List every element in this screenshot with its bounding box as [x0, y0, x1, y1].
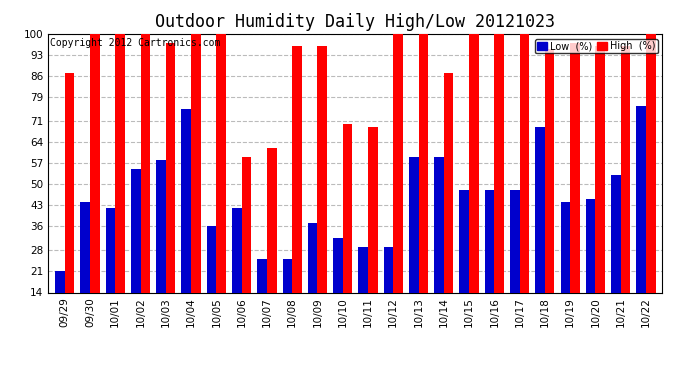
Bar: [207, 226, 217, 334]
Bar: [343, 124, 353, 334]
Text: Copyright 2012 Cartronics.com: Copyright 2012 Cartronics.com: [50, 38, 220, 48]
Bar: [241, 157, 251, 334]
Bar: [217, 34, 226, 334]
Bar: [621, 46, 630, 334]
Bar: [393, 34, 403, 334]
Bar: [292, 46, 302, 334]
Bar: [308, 223, 317, 334]
Bar: [358, 248, 368, 334]
Bar: [636, 106, 646, 334]
Bar: [191, 34, 201, 334]
Bar: [131, 169, 141, 334]
Legend: Low  (%), High  (%): Low (%), High (%): [535, 39, 658, 54]
Bar: [106, 208, 115, 334]
Title: Outdoor Humidity Daily High/Low 20121023: Outdoor Humidity Daily High/Low 20121023: [155, 13, 555, 31]
Bar: [485, 190, 494, 334]
Bar: [257, 260, 267, 334]
Bar: [156, 160, 166, 334]
Bar: [460, 190, 469, 334]
Bar: [317, 46, 327, 334]
Bar: [384, 248, 393, 334]
Bar: [520, 34, 529, 334]
Bar: [141, 34, 150, 334]
Bar: [333, 238, 343, 334]
Bar: [166, 43, 175, 334]
Bar: [434, 157, 444, 334]
Bar: [181, 109, 191, 334]
Bar: [494, 34, 504, 334]
Bar: [55, 272, 65, 334]
Bar: [283, 260, 292, 334]
Bar: [409, 157, 419, 334]
Bar: [595, 46, 605, 334]
Bar: [646, 34, 656, 334]
Bar: [232, 208, 241, 334]
Bar: [368, 127, 377, 334]
Bar: [510, 190, 520, 334]
Bar: [81, 202, 90, 334]
Bar: [570, 43, 580, 334]
Bar: [586, 199, 595, 334]
Bar: [444, 73, 453, 334]
Bar: [65, 73, 75, 334]
Bar: [560, 202, 570, 334]
Bar: [419, 34, 428, 334]
Bar: [611, 175, 621, 334]
Bar: [535, 127, 545, 334]
Bar: [115, 34, 125, 334]
Bar: [545, 49, 555, 334]
Bar: [469, 34, 479, 334]
Bar: [90, 34, 99, 334]
Bar: [267, 148, 277, 334]
